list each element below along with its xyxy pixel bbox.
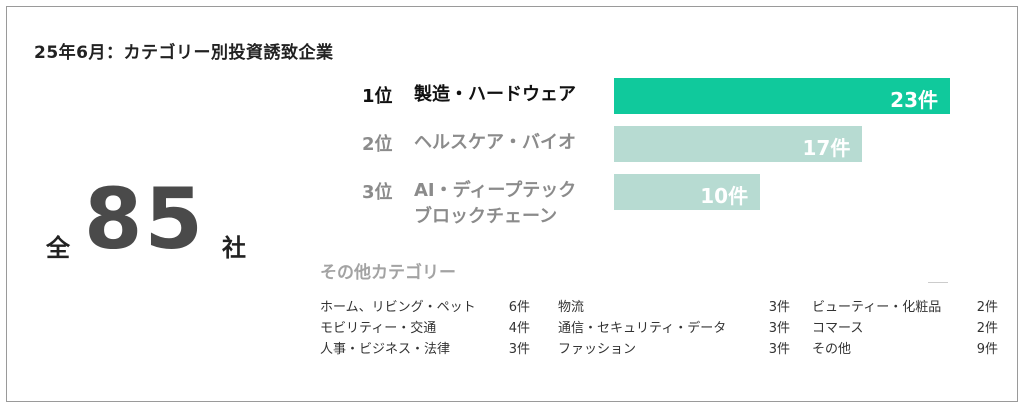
other-category-name: 物流 [558, 300, 585, 315]
other-category-count: 3件 [768, 342, 790, 357]
bar: 10件 [614, 174, 761, 210]
other-column: 物流 3件 通信・セキュリティ・データ 3件 ファッション 3件 [558, 296, 790, 359]
other-category-item: ファッション 3件 [558, 338, 790, 359]
other-category-name: ホーム、リビング・ペット [320, 300, 476, 315]
other-category-item: 物流 3件 [558, 296, 790, 317]
other-category-count: 3件 [508, 342, 530, 357]
other-category-name: 通信・セキュリティ・データ [558, 321, 727, 336]
bar: 23件 [614, 78, 950, 114]
other-category-count: 3件 [768, 321, 790, 336]
total-suffix: 社 [222, 234, 246, 262]
rank-row: 3位 AI・ディープテック ブロックチェーン [362, 178, 576, 230]
category-label-line: ヘルスケア・バイオ [414, 132, 576, 153]
other-category-name: コマース [812, 321, 864, 336]
category-label: AI・ディープテック ブロックチェーン [414, 178, 576, 230]
other-category-name: その他 [812, 342, 852, 357]
other-category-item: 通信・セキュリティ・データ 3件 [558, 317, 790, 338]
total-value: 85 [84, 170, 205, 268]
figure-title: 25年6月：カテゴリー別投資誘致企業 [34, 43, 334, 63]
rank-number: 1位 [362, 86, 393, 107]
bar: 17件 [614, 126, 863, 162]
bar-value-label: 23件 [890, 88, 938, 112]
other-category-name: 人事・ビジネス・法律 [320, 342, 451, 357]
bar-value-label: 17件 [802, 136, 851, 160]
other-category-item: コマース 2件 [812, 317, 998, 338]
rank-number: 3位 [362, 182, 393, 203]
bar-value-label: 10件 [700, 184, 749, 208]
other-category-count: 4件 [508, 321, 530, 336]
other-categories-title: その他カテゴリー [320, 263, 456, 283]
divider [928, 282, 948, 283]
other-category-item: 人事・ビジネス・法律 3件 [320, 338, 530, 359]
other-category-count: 2件 [976, 321, 998, 336]
other-category-item: その他 9件 [812, 338, 998, 359]
other-category-name: ファッション [558, 342, 637, 357]
other-category-count: 3件 [768, 300, 790, 315]
category-label-line: AI・ディープテック [414, 180, 577, 201]
category-label-line: 製造・ハードウェア [414, 84, 576, 105]
other-category-item: ホーム、リビング・ペット 6件 [320, 296, 530, 317]
other-category-item: モビリティー・交通 4件 [320, 317, 530, 338]
other-column: ホーム、リビング・ペット 6件モビリティー・交通 4件人事・ビジネス・法律 3件 [320, 296, 530, 359]
rank-number: 2位 [362, 134, 393, 155]
rank-row: 2位 ヘルスケア・バイオ [362, 130, 576, 156]
category-label: ヘルスケア・バイオ [414, 130, 576, 156]
figure-frame [6, 6, 1018, 402]
other-column: ビューティー・化粧品 2件 コマース 2件 その他 9件 [812, 296, 998, 359]
other-category-item: ビューティー・化粧品 2件 [812, 296, 998, 317]
total-prefix: 全 [46, 234, 70, 262]
other-category-count: 2件 [976, 300, 998, 315]
other-category-name: ビューティー・化粧品 [812, 300, 942, 315]
category-label-line: ブロックチェーン [414, 206, 558, 227]
rank-row: 1位 製造・ハードウェア [362, 82, 576, 108]
category-label: 製造・ハードウェア [414, 82, 576, 108]
other-category-count: 9件 [976, 342, 998, 357]
other-category-count: 6件 [508, 300, 530, 315]
other-category-name: モビリティー・交通 [320, 321, 437, 336]
